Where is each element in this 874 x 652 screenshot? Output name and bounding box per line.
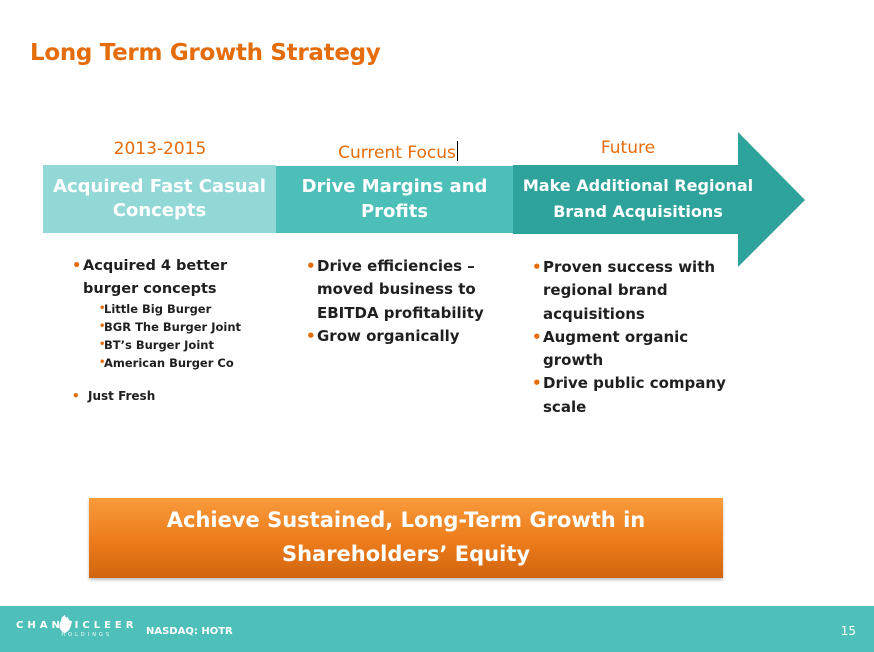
list-item: Little Big Burger bbox=[99, 301, 272, 319]
bullets-current-focus: Drive efficiencies – moved business to E… bbox=[306, 255, 506, 348]
slide-title: Long Term Growth Strategy bbox=[30, 40, 381, 66]
list-item: Proven success with regional brand acqui… bbox=[532, 256, 732, 326]
logo-subtext: HOLDINGS bbox=[61, 632, 113, 638]
list-item: BT’s Burger Joint bbox=[99, 337, 272, 355]
phase-label-text: 2013-2015 bbox=[113, 139, 207, 159]
sub-list: Little Big Burger BGR The Burger Joint B… bbox=[83, 301, 272, 372]
list-item: BGR The Burger Joint bbox=[99, 319, 272, 337]
list-item: Augment organic growth bbox=[532, 326, 732, 373]
bullets-future: Proven success with regional brand acqui… bbox=[532, 256, 732, 419]
stage-label: Make Additional Regional Brand Acquisiti… bbox=[522, 176, 754, 221]
arrow-shape bbox=[513, 132, 805, 267]
bullets-2013-2015: Acquired 4 better burger concepts Little… bbox=[72, 255, 272, 406]
page-number: 15 bbox=[840, 624, 856, 638]
ticker-symbol: NASDAQ: HOTR bbox=[146, 626, 233, 637]
list-item: Grow organically bbox=[306, 325, 506, 349]
goal-banner: Achieve Sustained, Long-Term Growth in S… bbox=[89, 498, 723, 578]
phase-label-2013-2015: 2013-2015 bbox=[90, 139, 230, 159]
list-item: Acquired 4 better burger concepts Little… bbox=[72, 255, 272, 373]
stage-label: Drive Margins and Profits bbox=[301, 176, 488, 222]
stage-acquired: Acquired Fast Casual Concepts bbox=[43, 165, 276, 233]
stage-margins: Drive Margins and Profits bbox=[276, 165, 513, 233]
bullet-text: Acquired 4 better burger concepts bbox=[83, 258, 228, 298]
phase-label-future: Future bbox=[568, 138, 688, 158]
list-item: American Burger Co bbox=[99, 355, 272, 373]
logo-wordmark: CHANTICLEER bbox=[16, 620, 138, 631]
text-cursor bbox=[456, 141, 458, 161]
list-item: Drive public company scale bbox=[532, 372, 732, 419]
footer-bar: CHANTICLEER HOLDINGS NASDAQ: HOTR 15 bbox=[0, 606, 874, 652]
company-logo: CHANTICLEER HOLDINGS bbox=[16, 615, 138, 638]
banner-line: Achieve Sustained, Long-Term Growth in bbox=[166, 508, 646, 533]
list-item: Just Fresh bbox=[72, 387, 272, 406]
phase-label-current-focus: Current Focus bbox=[318, 141, 478, 163]
stage-label: Acquired Fast Casual Concepts bbox=[53, 175, 266, 221]
banner-line: Shareholders’ Equity bbox=[281, 542, 531, 566]
list-item: Drive efficiencies – moved business to E… bbox=[306, 255, 506, 325]
stage-acquisitions: Make Additional Regional Brand Acquisiti… bbox=[513, 165, 763, 233]
phase-label-text: Current Focus bbox=[338, 143, 456, 163]
rooster-icon bbox=[59, 615, 72, 633]
phase-label-text: Future bbox=[600, 138, 656, 158]
